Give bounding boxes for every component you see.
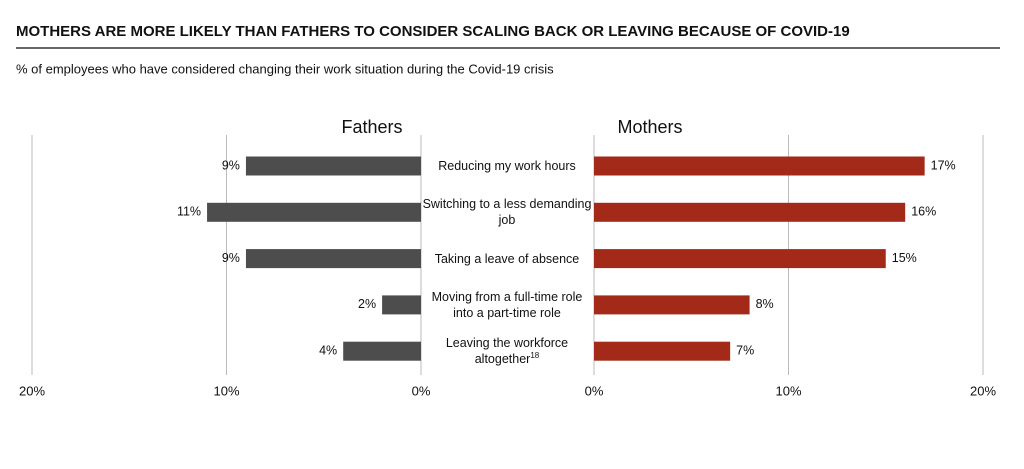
value-label: 16% [911,205,936,219]
category-label: Leaving the workforce altogether18 [422,335,592,367]
category-text: Taking a leave of absence [434,251,580,266]
value-label: 7% [736,343,754,357]
value-label: 9% [222,158,240,172]
value-label: 2% [358,297,376,311]
category-label: Reducing my work hours [422,158,592,174]
x-tick-label: 0% [585,383,604,398]
bar [207,202,421,222]
value-label: 11% [177,205,201,219]
value-label: 8% [756,297,774,311]
bar [594,156,925,176]
value-label: 9% [222,251,240,265]
x-tick-label: 20% [970,383,996,398]
footnote-ref: 18 [530,351,540,361]
chart-subtitle: % of employees who have considered chang… [16,61,554,76]
value-label: 15% [892,251,917,265]
bar [594,202,906,222]
category-text: Switching to a less demanding job [422,197,592,228]
x-tick-label: 0% [412,383,431,398]
x-tick-label: 20% [19,383,45,398]
value-label: 17% [931,158,956,172]
category-label: Taking a leave of absence [422,251,592,267]
value-label: 4% [319,343,337,357]
bar [594,295,750,315]
panel-label: Mothers [617,117,682,137]
bar [245,156,421,176]
category-text: Leaving the workforce altogether [445,336,569,367]
x-tick-label: 10% [775,383,801,398]
x-tick-label: 10% [213,383,239,398]
panel-label: Fathers [341,117,402,137]
chart-title: MOTHERS ARE MORE LIKELY THAN FATHERS TO … [16,23,850,40]
category-text: Reducing my work hours [438,159,576,173]
bar [594,249,886,269]
category-label: Moving from a full-time role into a part… [422,289,592,321]
category-text: Moving from a full-time role into a part… [431,289,583,320]
bar [382,295,421,315]
bar [343,341,421,361]
bar [594,341,731,361]
category-label: Switching to a less demanding job [422,196,592,228]
bar [245,249,421,269]
